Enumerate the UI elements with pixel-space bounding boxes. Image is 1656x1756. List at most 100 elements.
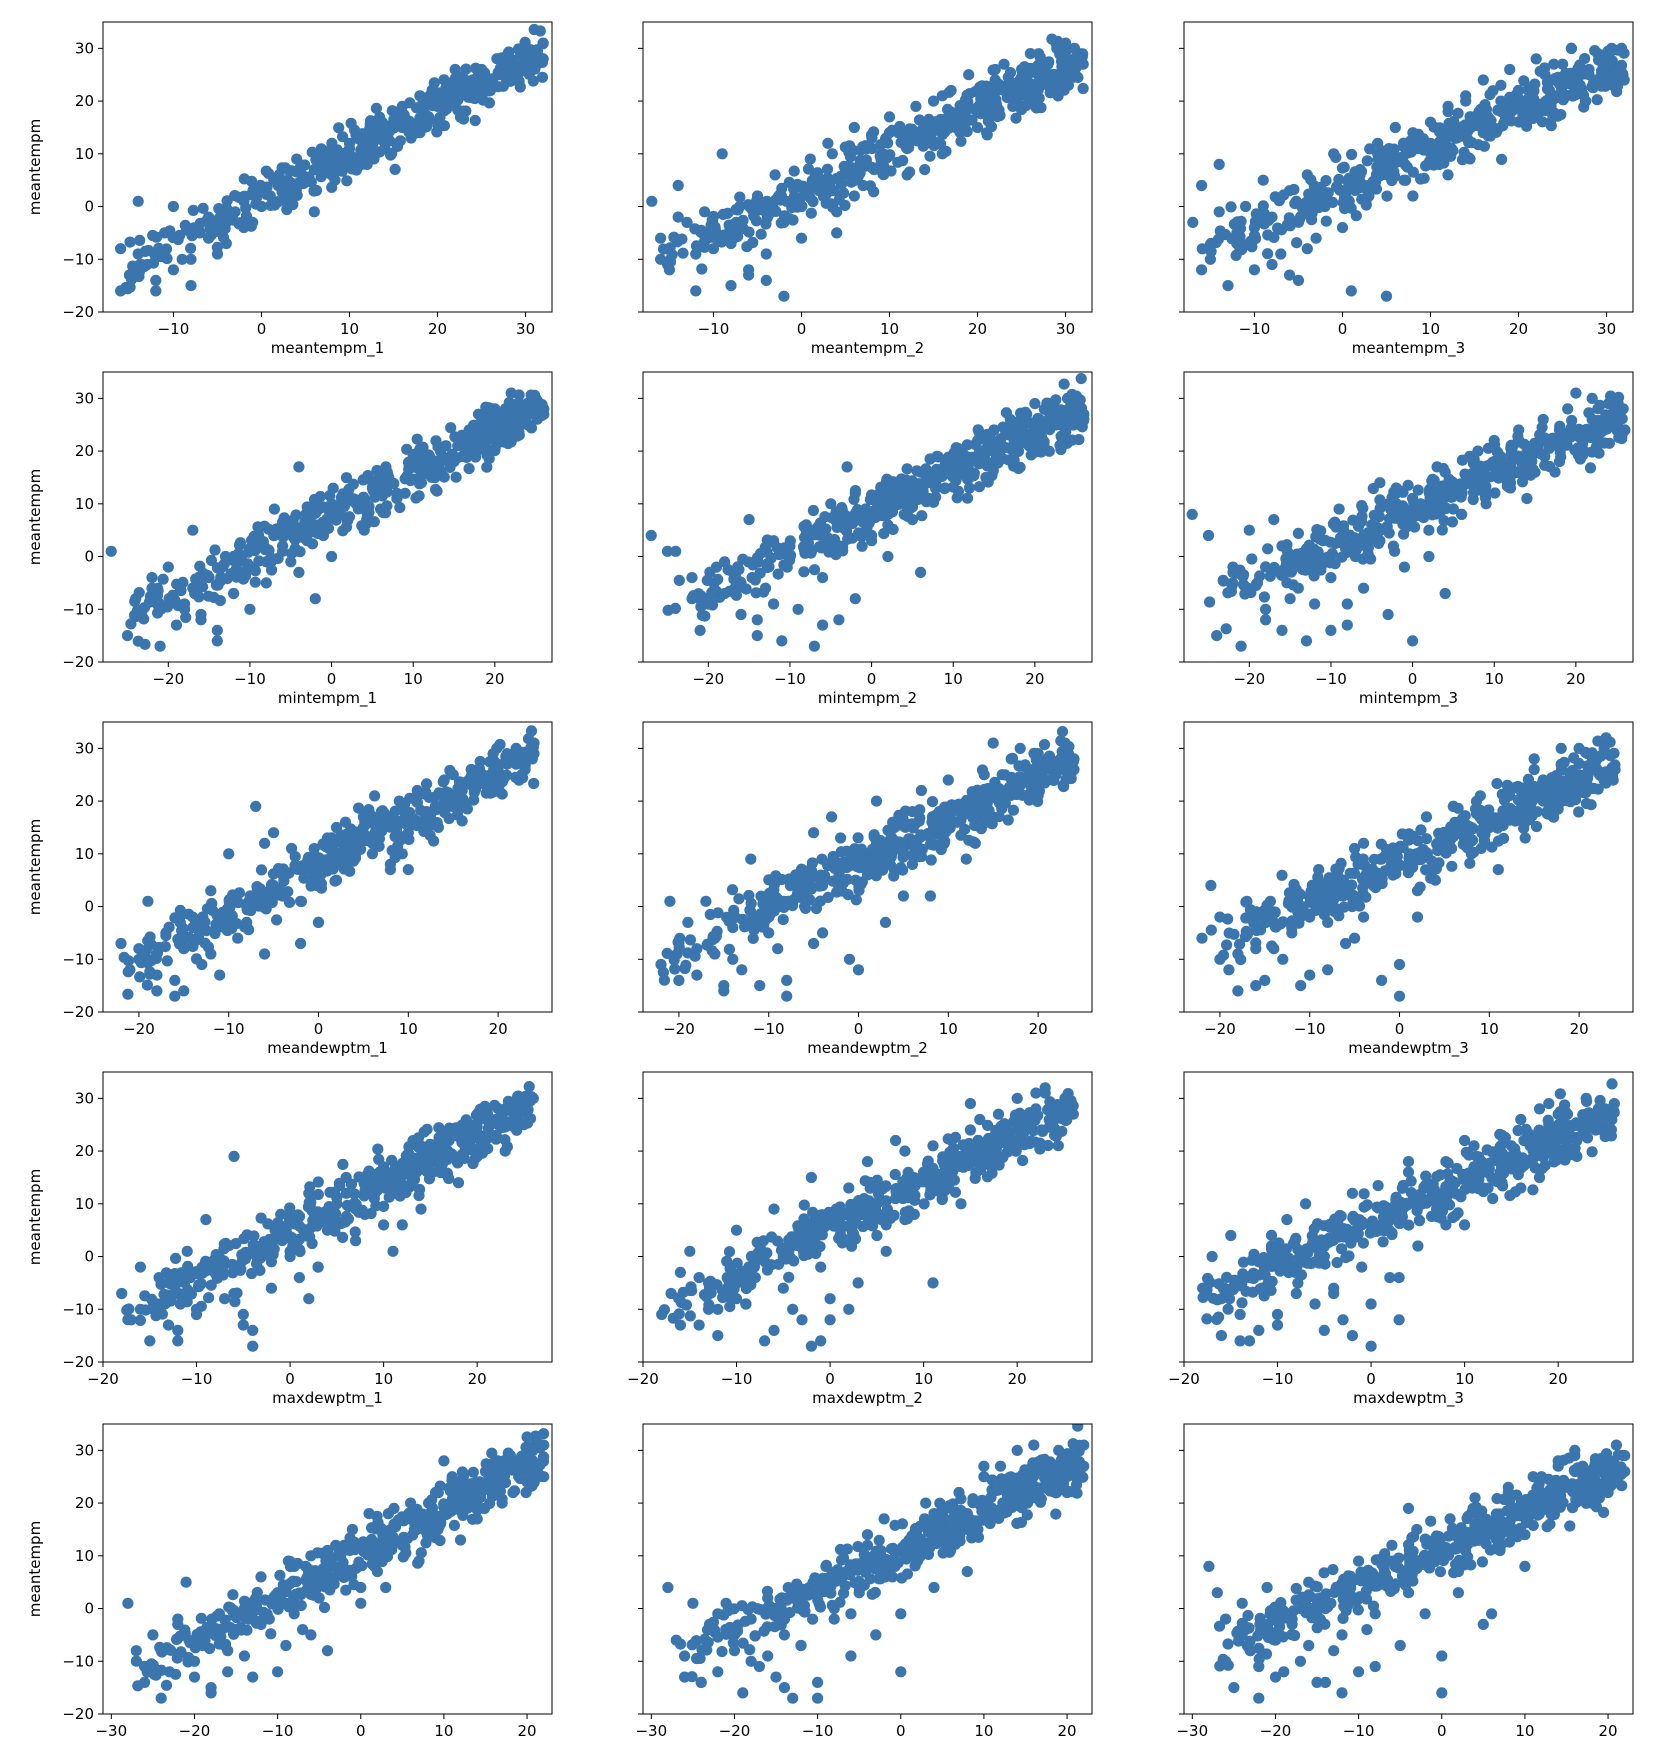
data-point bbox=[1570, 429, 1582, 441]
data-point bbox=[849, 487, 861, 499]
data-point bbox=[750, 215, 763, 227]
data-point bbox=[1407, 127, 1419, 139]
data-point bbox=[906, 858, 919, 871]
data-point bbox=[1367, 874, 1379, 886]
data-point bbox=[1423, 550, 1435, 563]
data-point bbox=[897, 851, 909, 863]
data-point bbox=[848, 190, 860, 202]
data-point bbox=[501, 748, 513, 760]
data-point bbox=[755, 228, 767, 240]
data-point bbox=[1068, 753, 1080, 765]
data-point bbox=[291, 179, 303, 192]
data-point bbox=[1284, 269, 1296, 281]
data-point bbox=[492, 763, 504, 776]
data-point bbox=[1425, 148, 1437, 160]
data-point bbox=[1491, 778, 1503, 790]
data-point bbox=[205, 948, 217, 960]
data-point bbox=[955, 445, 968, 457]
data-point bbox=[1407, 190, 1419, 202]
data-point bbox=[925, 854, 937, 866]
data-point bbox=[1350, 210, 1362, 222]
data-point bbox=[686, 572, 698, 584]
data-point bbox=[284, 1202, 296, 1214]
x-tick-label: 30 bbox=[516, 320, 535, 338]
data-point bbox=[402, 864, 414, 876]
data-point bbox=[831, 227, 843, 239]
data-point bbox=[443, 1172, 455, 1185]
data-point bbox=[244, 603, 256, 615]
data-point bbox=[214, 595, 226, 607]
data-point bbox=[358, 519, 370, 531]
data-point bbox=[841, 873, 853, 886]
x-tick-label: 30 bbox=[1597, 320, 1616, 338]
data-point bbox=[1228, 928, 1240, 940]
data-point bbox=[1204, 238, 1217, 250]
data-point bbox=[1331, 890, 1343, 902]
data-point bbox=[870, 837, 883, 849]
data-point bbox=[146, 572, 158, 584]
data-point bbox=[150, 274, 162, 286]
data-point bbox=[491, 433, 503, 445]
data-point bbox=[505, 408, 517, 420]
data-point bbox=[317, 529, 329, 542]
data-point bbox=[727, 922, 739, 934]
data-point bbox=[1384, 853, 1397, 865]
data-point bbox=[1248, 222, 1260, 234]
data-point bbox=[1468, 111, 1481, 123]
data-point bbox=[162, 561, 174, 573]
data-point bbox=[170, 619, 183, 631]
data-point bbox=[1494, 450, 1507, 463]
data-point bbox=[1035, 758, 1047, 770]
data-point bbox=[694, 624, 706, 637]
data-point bbox=[712, 573, 724, 586]
data-point bbox=[700, 895, 712, 907]
data-point bbox=[372, 1143, 384, 1155]
data-point bbox=[308, 185, 320, 197]
data-point bbox=[1411, 885, 1424, 897]
data-point bbox=[986, 811, 998, 823]
data-point bbox=[971, 121, 984, 134]
data-point bbox=[866, 132, 878, 144]
data-point bbox=[124, 964, 136, 976]
data-point bbox=[996, 789, 1008, 801]
data-point bbox=[205, 1279, 217, 1291]
x-tick-label: −10 bbox=[753, 1020, 785, 1038]
data-point bbox=[1061, 392, 1074, 404]
data-point bbox=[1196, 932, 1208, 944]
data-point bbox=[682, 916, 694, 929]
x-tick-label: −10 bbox=[1294, 1020, 1326, 1038]
data-point bbox=[1050, 758, 1062, 770]
data-point bbox=[160, 927, 172, 939]
data-point bbox=[1478, 140, 1490, 152]
data-point bbox=[1459, 119, 1471, 131]
data-point bbox=[396, 100, 408, 112]
data-point bbox=[743, 226, 755, 238]
data-point bbox=[852, 848, 865, 860]
data-point bbox=[273, 195, 285, 207]
data-point bbox=[1428, 474, 1440, 486]
data-point bbox=[513, 398, 525, 410]
data-point bbox=[1326, 548, 1338, 560]
data-point bbox=[199, 916, 211, 928]
data-point bbox=[1594, 419, 1606, 431]
data-point bbox=[1514, 97, 1526, 109]
data-point bbox=[236, 566, 248, 579]
data-point bbox=[1234, 938, 1246, 950]
data-point bbox=[839, 199, 851, 211]
data-point bbox=[1513, 424, 1525, 436]
data-point bbox=[980, 456, 992, 468]
data-point bbox=[736, 964, 748, 976]
data-point bbox=[1357, 853, 1369, 865]
data-point bbox=[235, 1263, 247, 1275]
data-point bbox=[194, 227, 206, 239]
data-point bbox=[1013, 760, 1025, 772]
data-point bbox=[503, 396, 515, 408]
data-point bbox=[1309, 598, 1321, 610]
data-point bbox=[989, 74, 1001, 86]
y-axis-label: meantempm bbox=[26, 119, 44, 215]
data-point bbox=[1315, 525, 1327, 537]
data-point bbox=[496, 788, 508, 800]
data-point bbox=[1295, 980, 1307, 992]
data-point bbox=[1366, 519, 1378, 531]
